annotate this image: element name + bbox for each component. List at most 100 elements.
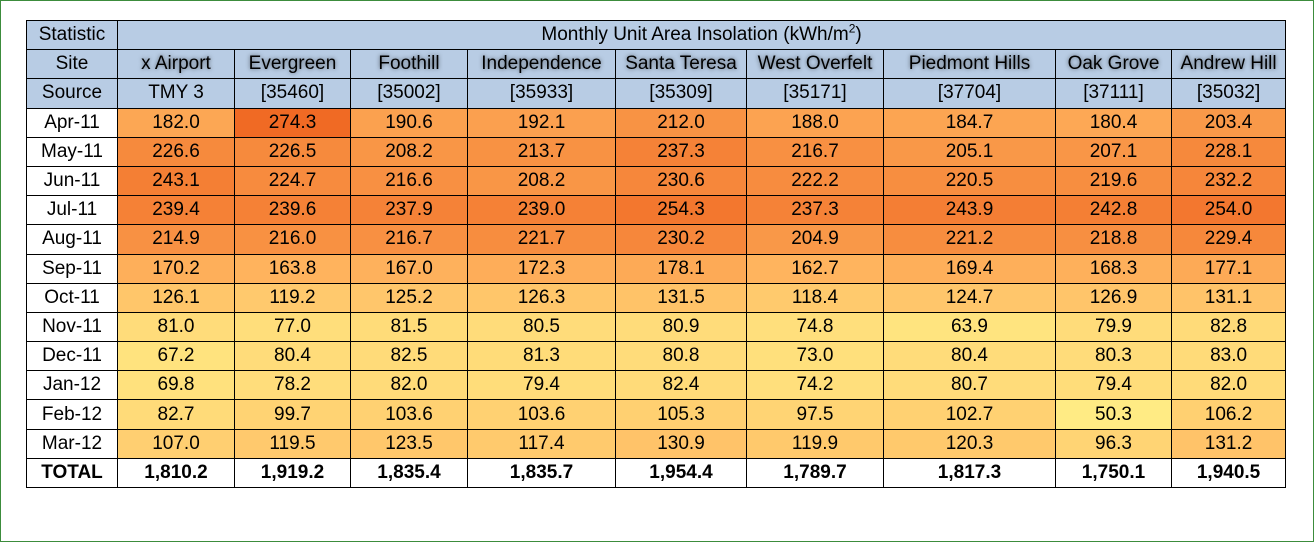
data-cell: 239.0 — [467, 195, 616, 226]
data-cell: 79.4 — [1055, 370, 1172, 401]
data-cell: 63.9 — [883, 311, 1056, 343]
month-label: Feb-12 — [26, 399, 118, 430]
table-row: Mar-12 107.0 119.5 123.5 117.4 130.9 119.9 120.… — [26, 428, 1287, 459]
data-cell: 118.4 — [746, 282, 884, 313]
data-cell: 80.7 — [883, 370, 1056, 401]
source-cell: [35002] — [350, 78, 468, 109]
data-cell: 237.9 — [350, 195, 468, 226]
data-cell: 82.7 — [117, 399, 235, 430]
source-label: Source — [26, 78, 118, 109]
data-cell: 81.5 — [350, 311, 468, 343]
data-cell: 224.7 — [234, 165, 351, 197]
data-cell: 119.2 — [234, 282, 351, 313]
data-cell: 216.6 — [350, 165, 468, 197]
data-cell: 107.0 — [117, 428, 235, 459]
data-cell: 120.3 — [883, 428, 1056, 459]
data-cell: 239.4 — [117, 195, 235, 226]
statistic-label: Statistic — [26, 19, 118, 51]
data-cell: 190.6 — [350, 107, 468, 138]
data-cell: 99.7 — [234, 399, 351, 430]
data-cell: 221.2 — [883, 224, 1056, 255]
data-cell: 80.4 — [883, 341, 1056, 372]
data-cell: 216.7 — [746, 136, 884, 167]
data-cell: 106.2 — [1170, 399, 1287, 430]
data-cell: 182.0 — [117, 107, 235, 138]
data-cell: 167.0 — [350, 253, 468, 284]
table-row: Nov-11 81.0 77.0 81.5 80.5 80.9 74.8 63.9 79.9 82… — [26, 311, 1287, 343]
data-cell: 221.7 — [467, 224, 616, 255]
data-cell: 69.8 — [117, 370, 235, 401]
data-cell: 131.5 — [615, 282, 747, 313]
table-row: Oct-11 126.1 119.2 125.2 126.3 131.5 118.4 124.… — [26, 282, 1287, 313]
data-cell: 180.4 — [1055, 107, 1172, 138]
data-cell: 188.0 — [746, 107, 884, 138]
data-cell: 170.2 — [117, 253, 235, 284]
data-cell: 131.1 — [1170, 282, 1287, 313]
data-cell: 229.4 — [1170, 224, 1287, 255]
table-row: Dec-11 67.2 80.4 82.5 81.3 80.8 73.0 80.4 80.3 83… — [26, 341, 1287, 372]
month-label: Sep-11 — [26, 253, 118, 284]
data-cell: 230.6 — [615, 165, 747, 197]
table-row: May-11 226.6 226.5 208.2 213.7 237.3 216.7 205.… — [26, 136, 1287, 167]
data-cell: 208.2 — [467, 165, 616, 197]
data-cell: 226.5 — [234, 136, 351, 167]
month-label: Nov-11 — [26, 311, 118, 343]
total-row: TOTAL 1,810.2 1,919.2 1,835.4 1,835.7 1,954.4… — [26, 457, 1287, 489]
source-cell: [35933] — [467, 78, 616, 109]
month-label: Mar-12 — [26, 428, 118, 459]
month-label: Jun-11 — [26, 165, 118, 197]
total-cell: 1,750.1 — [1055, 457, 1172, 489]
data-cell: 123.5 — [350, 428, 468, 459]
site-name-cell: West Overfelt — [746, 49, 884, 80]
data-cell: 124.7 — [883, 282, 1056, 313]
data-cell: 228.1 — [1170, 136, 1287, 167]
data-cell: 77.0 — [234, 311, 351, 343]
data-cell: 243.1 — [117, 165, 235, 197]
data-cell: 219.6 — [1055, 165, 1172, 197]
data-cell: 119.5 — [234, 428, 351, 459]
data-cell: 130.9 — [615, 428, 747, 459]
data-cell: 212.0 — [615, 107, 747, 138]
data-cell: 205.1 — [883, 136, 1056, 167]
data-cell: 220.5 — [883, 165, 1056, 197]
data-cell: 172.3 — [467, 253, 616, 284]
data-cell: 207.1 — [1055, 136, 1172, 167]
site-row: Site x Airport Evergreen Foothill Independe… — [26, 49, 1287, 80]
site-name-cell: Santa Teresa — [615, 49, 747, 80]
source-cell: [37704] — [883, 78, 1056, 109]
total-cell: 1,940.5 — [1170, 457, 1287, 489]
data-cell: 79.4 — [467, 370, 616, 401]
data-cell: 105.3 — [615, 399, 747, 430]
data-cell: 74.2 — [746, 370, 884, 401]
data-cell: 254.3 — [615, 195, 747, 226]
insolation-table: Statistic Monthly Unit Area Insolation (… — [26, 19, 1287, 489]
data-cell: 232.2 — [1170, 165, 1287, 197]
month-label: May-11 — [26, 136, 118, 167]
site-name-cell: x Airport — [117, 49, 235, 80]
data-cell: 78.2 — [234, 370, 351, 401]
total-cell: 1,810.2 — [117, 457, 235, 489]
data-cell: 184.7 — [883, 107, 1056, 138]
data-cell: 242.8 — [1055, 195, 1172, 226]
total-cell: 1,789.7 — [746, 457, 884, 489]
site-name-cell: Evergreen — [234, 49, 351, 80]
title-row: Statistic Monthly Unit Area Insolation (… — [26, 19, 1287, 51]
data-cell: 126.9 — [1055, 282, 1172, 313]
month-label: Jan-12 — [26, 370, 118, 401]
table-title: Monthly Unit Area Insolation (kWh/m2) — [116, 19, 1287, 51]
source-cell: [35309] — [615, 78, 747, 109]
data-cell: 230.2 — [615, 224, 747, 255]
data-cell: 125.2 — [350, 282, 468, 313]
total-label: TOTAL — [26, 457, 118, 489]
total-cell: 1,835.7 — [467, 457, 616, 489]
data-cell: 50.3 — [1055, 399, 1172, 430]
data-cell: 243.9 — [883, 195, 1056, 226]
data-cell: 83.0 — [1170, 341, 1287, 372]
table-row: Jan-12 69.8 78.2 82.0 79.4 82.4 74.2 80.7 79.4 82… — [26, 370, 1287, 401]
data-cell: 204.9 — [746, 224, 884, 255]
site-name-cell: Foothill — [350, 49, 468, 80]
data-cell: 226.6 — [117, 136, 235, 167]
source-row: Source TMY 3 [35460] [35002] [35933] [35309]… — [26, 78, 1287, 109]
site-label: Site — [26, 49, 118, 80]
